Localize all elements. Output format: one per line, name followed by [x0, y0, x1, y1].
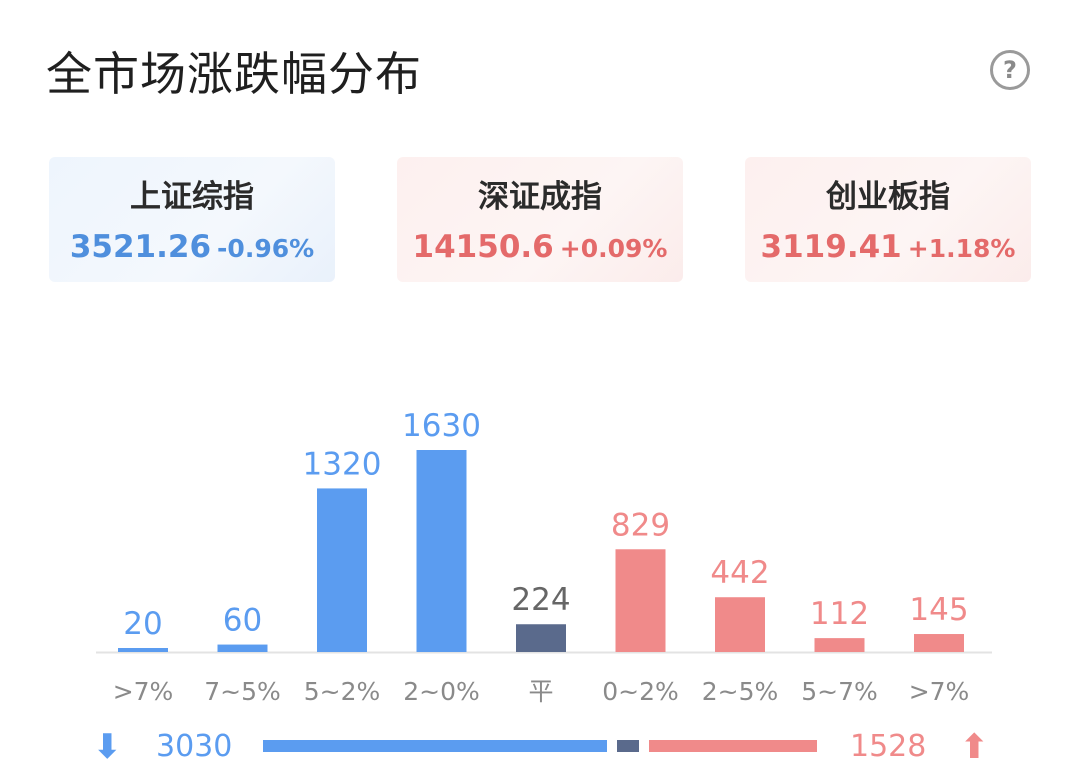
arrow-down-icon: ⬇	[93, 727, 122, 767]
bar-value-label: 224	[511, 582, 570, 618]
index-name: 深证成指	[478, 179, 602, 215]
page-title: 全市场涨跌幅分布	[46, 47, 422, 101]
category-tick-label: 0~2%	[602, 677, 679, 706]
bar-value-label: 145	[909, 592, 968, 628]
bar-value-label: 829	[611, 507, 670, 543]
index-name: 上证综指	[130, 179, 254, 215]
bar-0	[118, 648, 168, 652]
category-tick-label: 2~0%	[403, 677, 480, 706]
bar-3	[416, 450, 467, 652]
bar-6	[715, 597, 765, 652]
bar-value-label: 1630	[402, 408, 481, 444]
bar-5	[615, 549, 666, 652]
bar-7	[814, 638, 865, 652]
index-change: -0.96%	[217, 234, 315, 263]
bar-8	[914, 634, 964, 652]
down-ratio-bar	[263, 740, 607, 752]
up-total: 1528	[850, 729, 927, 764]
bar-value-label: 442	[710, 555, 769, 591]
category-tick-label: 平	[528, 677, 553, 706]
bar-value-label: 112	[810, 596, 869, 632]
category-tick-label: 7~5%	[204, 677, 281, 706]
bar-4	[516, 624, 566, 652]
index-value: 14150.6	[412, 229, 554, 265]
index-change: +1.18%	[907, 234, 1016, 263]
bar-2	[317, 488, 367, 652]
index-card-shenzhen[interactable]: 深证成指 14150.6 +0.09%	[397, 157, 683, 282]
up-down-summary: ⬇ 3030 1528 ⬆	[0, 722, 1080, 776]
category-tick-label: >7%	[113, 677, 174, 706]
index-name: 创业板指	[826, 179, 950, 215]
question-circle-icon[interactable]: ?	[990, 50, 1030, 90]
bar-value-label: 60	[223, 603, 262, 639]
index-card-chinext[interactable]: 创业板指 3119.41 +1.18%	[745, 157, 1031, 282]
category-tick-label: 5~7%	[801, 677, 878, 706]
category-tick-label: 5~2%	[304, 677, 381, 706]
category-tick-label: 2~5%	[702, 677, 779, 706]
index-change: +0.09%	[559, 234, 668, 263]
distribution-bar-chart: 20 >7% 60 7~5% 1320 5~2% 1630 2~0% 224 平 829 0~2% 44…	[96, 408, 992, 706]
up-ratio-bar	[649, 740, 817, 752]
flat-ratio-bar	[617, 740, 639, 752]
category-tick-label: >7%	[909, 677, 970, 706]
down-total: 3030	[156, 729, 233, 764]
bar-1	[217, 644, 268, 652]
bar-value-label: 1320	[303, 446, 382, 482]
index-value: 3119.41	[760, 229, 902, 265]
arrow-up-icon: ⬆	[960, 727, 989, 767]
index-value: 3521.26	[69, 229, 212, 265]
index-card-shanghai[interactable]: 上证综指 3521.26 -0.96%	[49, 157, 335, 282]
bar-value-label: 20	[123, 606, 162, 642]
